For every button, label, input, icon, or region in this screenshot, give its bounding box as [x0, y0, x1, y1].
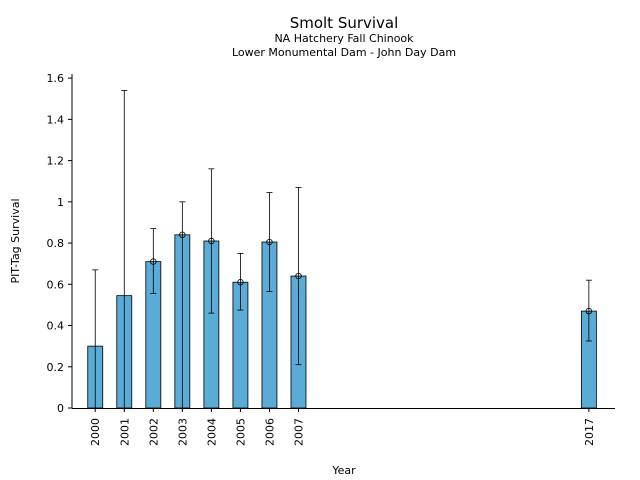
- x-tick-label: 2003: [176, 418, 189, 446]
- y-tick-label: 1.6: [47, 72, 65, 85]
- x-tick-label: 2004: [205, 418, 218, 446]
- y-tick-label: 1: [57, 196, 64, 209]
- x-tick-label: 2001: [118, 418, 131, 446]
- y-ticks-group: 0 0.2 0.4 0.6 0.8 1 1.2 1.4 1.6: [47, 72, 72, 415]
- x-tick-label: 2017: [583, 418, 596, 446]
- x-tick-label: 2002: [147, 418, 160, 446]
- x-axis-label: Year: [331, 464, 356, 477]
- error-bars-group: [92, 90, 593, 408]
- chart-subtitle-line-1: NA Hatchery Fall Chinook: [274, 32, 414, 45]
- y-tick-label: 0.4: [47, 320, 65, 333]
- point-marker-2004: [208, 237, 215, 245]
- point-marker-2007: [295, 272, 302, 280]
- point-marker-2006: [266, 238, 273, 246]
- y-tick-label: 1.2: [47, 155, 65, 168]
- point-marker-2005: [237, 279, 244, 286]
- chart-subtitle-line-2: Lower Monumental Dam - John Day Dam: [232, 46, 456, 59]
- bars-group: [87, 234, 597, 409]
- x-tick-label: 2006: [263, 418, 276, 446]
- point-marker-2003: [179, 231, 186, 239]
- y-tick-label: 0: [57, 402, 64, 415]
- chart-title: Smolt Survival: [290, 14, 399, 32]
- x-tick-label: 2000: [89, 418, 102, 446]
- y-tick-label: 0.8: [47, 237, 65, 250]
- x-tick-label: 2007: [292, 418, 305, 446]
- x-tick-label: 2005: [234, 418, 247, 446]
- y-tick-label: 1.4: [47, 113, 65, 126]
- x-ticks-group: 2000 2001 2002 2003 2004 2005 2006 2007 2017: [89, 408, 596, 446]
- point-marker-2017: [585, 307, 593, 315]
- y-tick-label: 0.2: [47, 361, 65, 374]
- y-tick-label: 0.6: [47, 278, 65, 291]
- y-axis-label: PIT-Tag Survival: [9, 198, 22, 283]
- point-marker-2002: [150, 258, 157, 265]
